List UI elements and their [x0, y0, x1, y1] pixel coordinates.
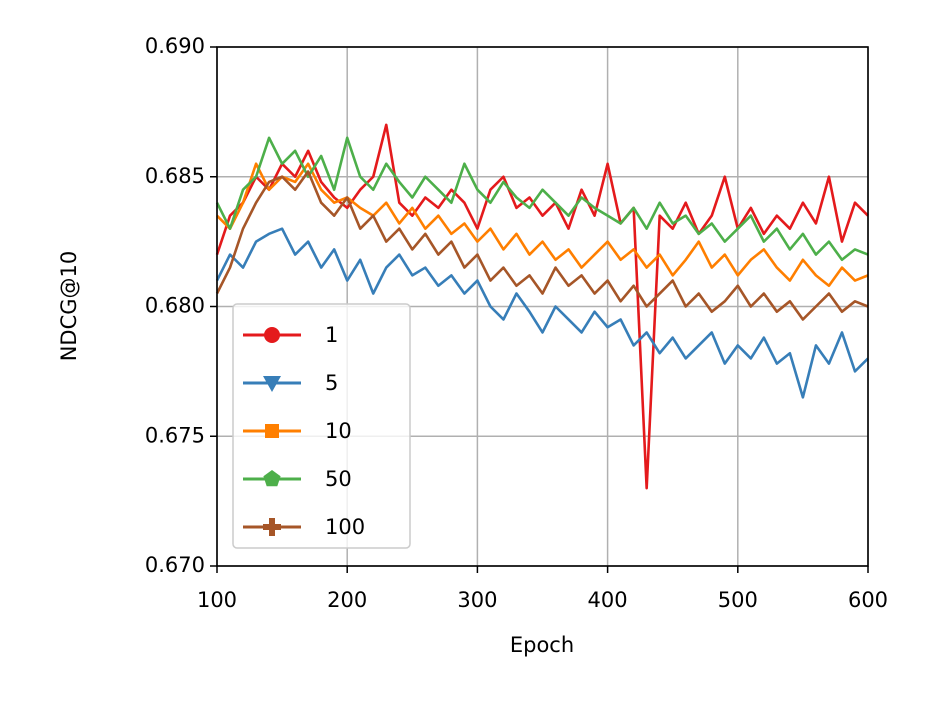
- y-tick-label: 0.675: [145, 423, 205, 447]
- series-line: [215, 136, 869, 262]
- x-tick-label: 400: [588, 588, 628, 612]
- legend-item: 100: [243, 515, 365, 539]
- x-axis-label: Epoch: [510, 633, 574, 657]
- legend-item: 10: [243, 419, 352, 443]
- x-tick-label: 500: [718, 588, 758, 612]
- lines: [215, 123, 869, 490]
- x-tick-label: 300: [457, 588, 497, 612]
- legend-item: 1: [243, 323, 338, 347]
- legend-marker: [263, 470, 281, 487]
- series-line: [216, 162, 869, 288]
- series-line: [215, 170, 869, 321]
- legend-marker: [265, 424, 279, 438]
- legend-marker: [263, 376, 281, 392]
- x-tick-label: 600: [848, 588, 888, 612]
- legend-label: 10: [325, 419, 352, 443]
- y-tick-label: 0.680: [145, 294, 205, 318]
- y-axis-label: NDCG@10: [57, 251, 81, 362]
- series-line: [215, 227, 869, 399]
- legend-label: 1: [325, 323, 338, 347]
- legend-marker: [263, 518, 281, 536]
- legend-item: 50: [243, 467, 352, 491]
- legend-marker: [264, 327, 280, 343]
- y-tick-label: 0.685: [145, 164, 205, 188]
- legend-label: 50: [325, 467, 352, 491]
- series-line: [215, 123, 869, 490]
- legend-label: 100: [325, 515, 365, 539]
- legend-item: 5: [243, 371, 338, 395]
- legend: 1 5 10 50 100: [232, 303, 411, 549]
- x-tick-label: 100: [197, 588, 237, 612]
- y-tick-label: 0.690: [145, 34, 205, 58]
- x-tick-label: 200: [327, 588, 367, 612]
- legend-box: [232, 303, 411, 549]
- y-tick-label: 0.670: [145, 553, 205, 577]
- legend-label: 5: [325, 371, 338, 395]
